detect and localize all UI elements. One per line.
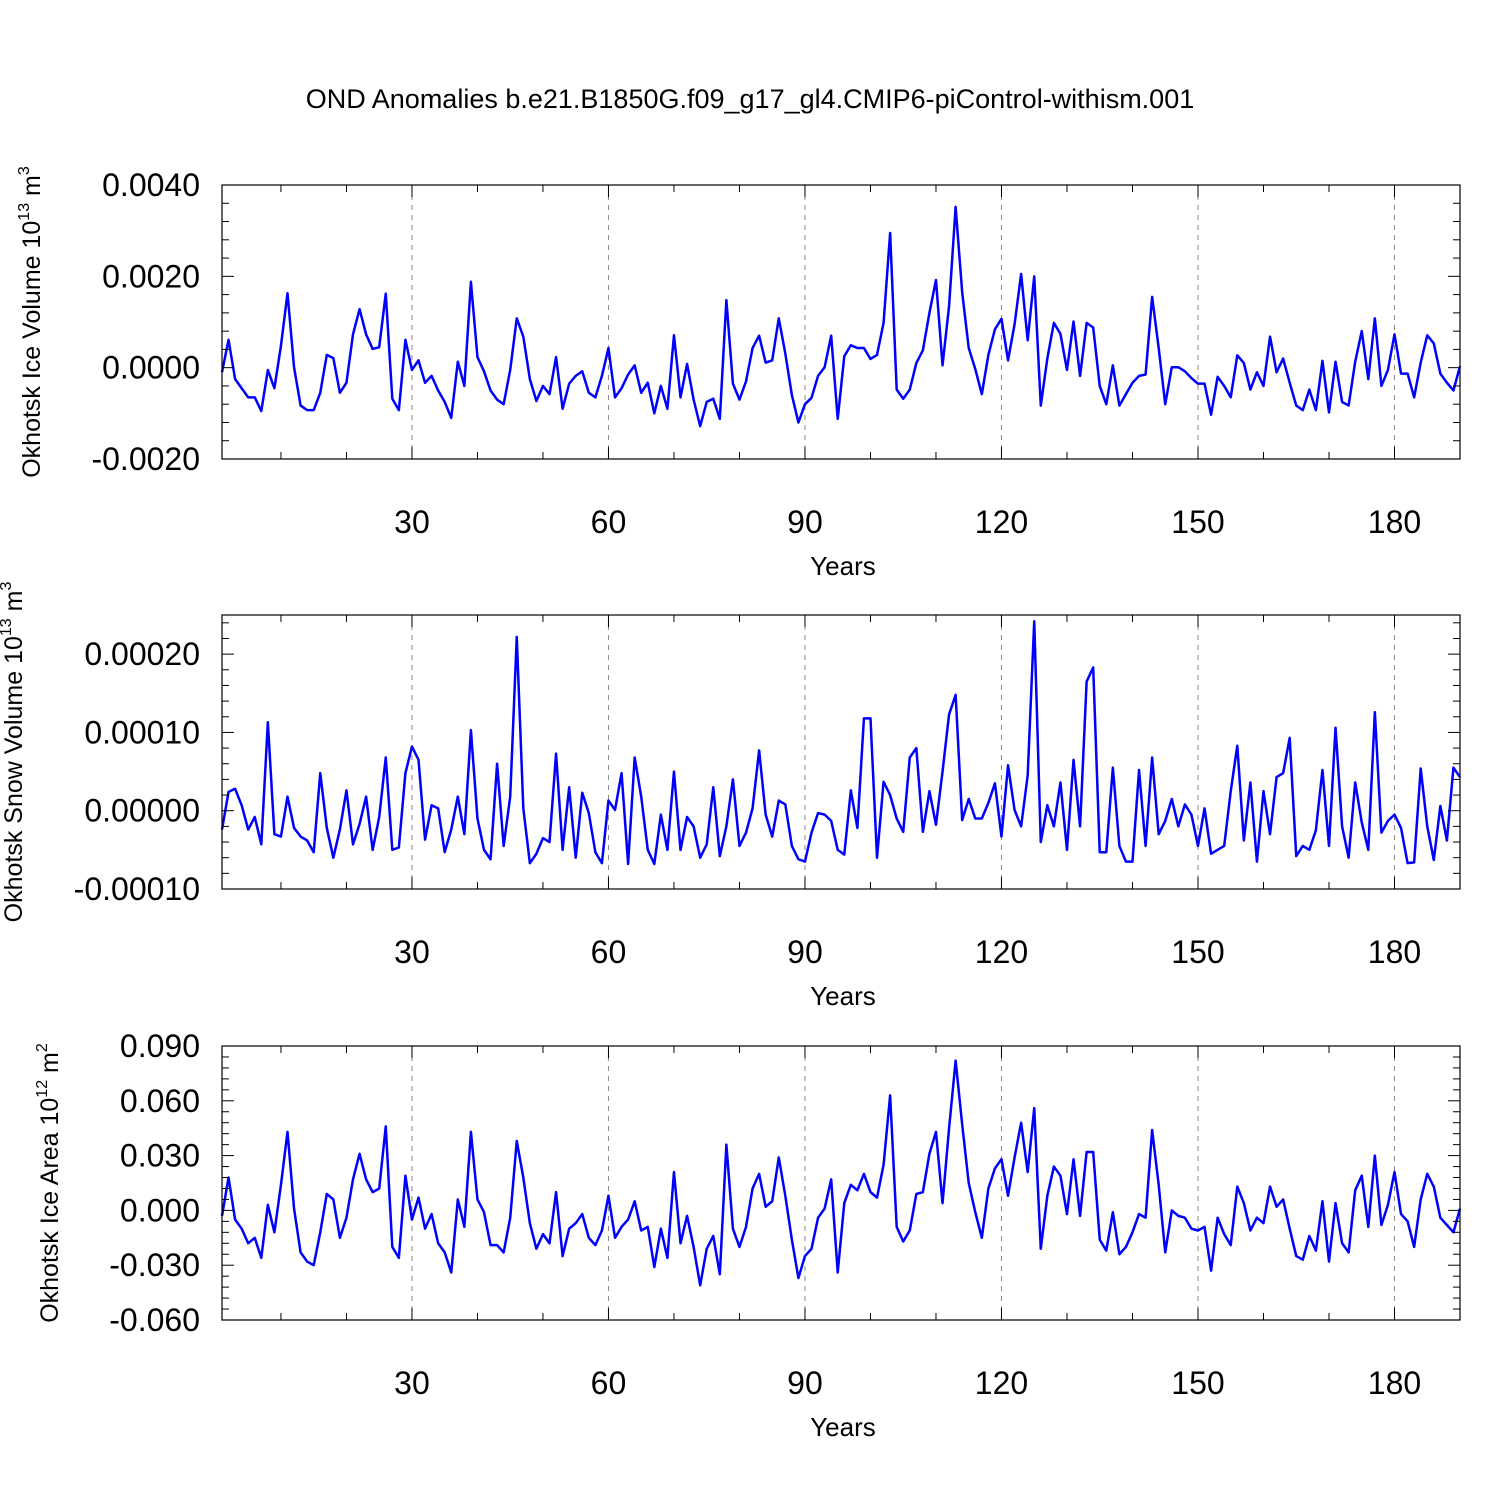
- data-series-line: [220, 620, 1462, 866]
- y-tick-label: 0.00010: [84, 714, 200, 750]
- x-tick-label: 150: [1171, 504, 1224, 540]
- y-axis-label-superscript: 3: [16, 166, 33, 175]
- panels: -0.0020 0.0000 0.0020 0.0040 30 60 90 120 150 180…: [0, 166, 1462, 1442]
- x-tick-label: 90: [787, 934, 823, 970]
- chart-panel-2: -0.00010 0.00000 0.00010 0.00020 30 60 90 120 15…: [0, 582, 1462, 1011]
- x-tick-label: 120: [975, 504, 1028, 540]
- y-tick-label: 0.0020: [102, 258, 200, 294]
- x-tick-label: 60: [591, 504, 627, 540]
- y-tick-label: 0.030: [120, 1138, 200, 1174]
- x-tick-label: 180: [1368, 934, 1421, 970]
- y-axis-label-part: m: [36, 1052, 64, 1080]
- y-tick-label: 0.0040: [102, 167, 200, 203]
- x-axis-label: Years: [810, 551, 876, 581]
- x-tick-label: 150: [1171, 934, 1224, 970]
- data-series-line: [220, 1059, 1462, 1287]
- y-tick-label: 0.090: [120, 1028, 200, 1064]
- x-tick-label: 180: [1368, 1365, 1421, 1401]
- y-axis-label-part: m: [0, 591, 28, 619]
- y-tick-label: 0.0000: [102, 350, 200, 386]
- y-axis-label: Okhotsk Snow Volume 1013 m3: [0, 582, 28, 923]
- plot-frame: [221, 1045, 1461, 1321]
- x-axis-label: Years: [810, 1412, 876, 1442]
- plot-frame: [221, 614, 1461, 890]
- x-tick-label: 90: [787, 504, 823, 540]
- y-axis-label-part: Okhotsk Ice Area 10: [36, 1098, 64, 1323]
- x-tick-label: 150: [1171, 1365, 1224, 1401]
- x-tick-label: 180: [1368, 504, 1421, 540]
- y-axis-label-part: Okhotsk Ice Volume 10: [18, 221, 46, 478]
- y-tick-label: 0.060: [120, 1083, 200, 1119]
- x-tick-label: 30: [394, 1365, 430, 1401]
- y-axis-label: Okhotsk Ice Area 1012 m2: [34, 1043, 64, 1323]
- data-series-line: [220, 205, 1462, 428]
- plot-frame: [221, 184, 1461, 460]
- chart-title: OND Anomalies b.e21.B1850G.f09_g17_gl4.C…: [306, 84, 1194, 114]
- y-tick-label: 0.00020: [84, 636, 200, 672]
- y-tick-label: -0.00010: [74, 871, 200, 907]
- y-axis-label-superscript: 3: [0, 582, 15, 591]
- chart-panel-1: -0.0020 0.0000 0.0020 0.0040 30 60 90 120 150 180…: [16, 166, 1462, 581]
- x-axis-label: Years: [810, 981, 876, 1011]
- y-tick-label: 0.00000: [84, 793, 200, 829]
- y-tick-label: -0.0020: [91, 441, 200, 477]
- y-axis-label: Okhotsk Ice Volume 1013 m3: [16, 166, 46, 478]
- x-tick-label: 90: [787, 1365, 823, 1401]
- y-tick-label: -0.060: [109, 1302, 200, 1338]
- y-axis-label-part: m: [18, 175, 46, 203]
- y-axis-label-superscript: 2: [34, 1043, 51, 1052]
- y-tick-label: -0.030: [109, 1247, 200, 1283]
- y-axis-label-superscript: 13: [16, 203, 33, 221]
- chart-panel-3: -0.060 -0.030 0.000 0.030 0.060 0.090 30 60 90 12…: [34, 1028, 1462, 1442]
- x-tick-label: 60: [591, 934, 627, 970]
- x-tick-label: 120: [975, 1365, 1028, 1401]
- y-tick-label: 0.000: [120, 1192, 200, 1228]
- x-tick-label: 60: [591, 1365, 627, 1401]
- x-tick-label: 120: [975, 934, 1028, 970]
- y-axis-label-superscript: 13: [0, 618, 15, 636]
- x-tick-label: 30: [394, 934, 430, 970]
- y-axis-label-superscript: 12: [34, 1080, 51, 1098]
- y-axis-label-part: Okhotsk Snow Volume 10: [0, 636, 28, 922]
- x-tick-label: 30: [394, 504, 430, 540]
